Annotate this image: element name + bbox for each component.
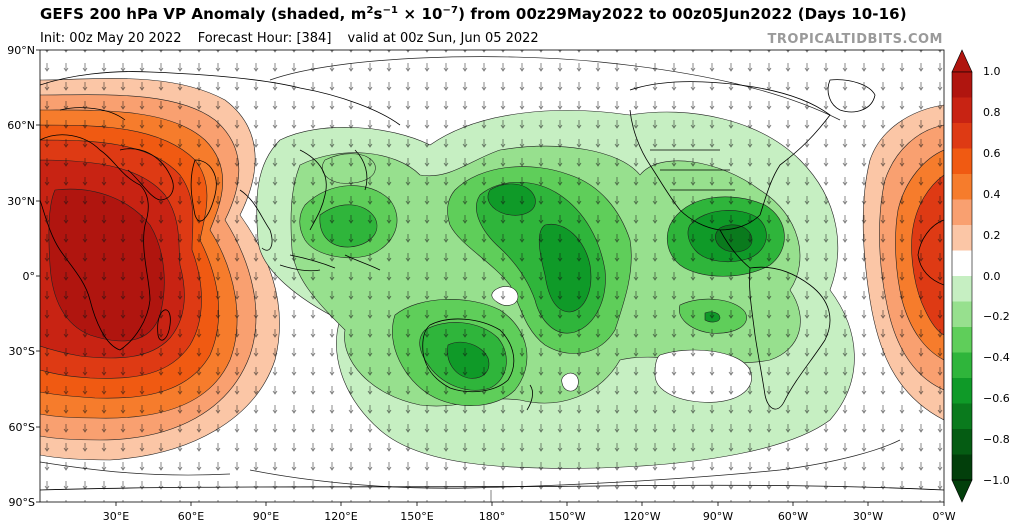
- axis-ticks: [36, 49, 945, 506]
- lat-label: 90°N: [7, 44, 35, 57]
- colorbar-label: −0.6: [983, 392, 1010, 405]
- colorbar-cell: [952, 403, 972, 430]
- colorbar-cell: [952, 148, 972, 175]
- colorbar-cell: [952, 250, 972, 277]
- colorbar-cell: [952, 199, 972, 226]
- forecast-hour: Forecast Hour: [384]: [197, 31, 332, 46]
- lat-label: 60°N: [7, 119, 35, 132]
- chart-title: GEFS 200 hPa VP Anomaly (shaded, m2s−1 ×…: [40, 5, 907, 23]
- colorbar-cell: [952, 327, 972, 353]
- colorbar-cell: [952, 123, 972, 149]
- map-area: [40, 50, 944, 502]
- lon-label: 60°W: [777, 510, 809, 523]
- colorbar-cell: [952, 174, 972, 200]
- lat-label: 90°S: [8, 496, 35, 509]
- lat-label: 30°S: [8, 345, 35, 358]
- colorbar-label: −0.4: [983, 351, 1010, 364]
- colorbar-label: −0.2: [983, 310, 1010, 323]
- lat-label: 30°N: [7, 195, 35, 208]
- lon-label: 90°W: [702, 510, 734, 523]
- lon-label: 150°W: [548, 510, 586, 523]
- colorbar-top-arrow: [951, 49, 973, 73]
- colorbar-cell: [952, 301, 972, 328]
- lon-label: 60°E: [177, 510, 205, 523]
- colorbar-label: 0.4: [983, 188, 1001, 201]
- lat-label: 0°: [22, 270, 36, 283]
- lon-label: 0°W: [932, 510, 956, 523]
- brand-watermark: TROPICALTIDBITS.COM: [767, 32, 943, 47]
- colorbar-label: 0.6: [983, 147, 1001, 160]
- colorbar-cell: [952, 97, 972, 124]
- colorbar-bottom-arrow: [951, 479, 973, 503]
- lon-label: 180°: [478, 510, 506, 523]
- colorbar-cell: [952, 429, 972, 455]
- colorbar-cell: [952, 454, 972, 481]
- colorbar-cell: [952, 72, 972, 98]
- colorbar-cell: [952, 352, 972, 379]
- colorbar: [951, 49, 973, 503]
- colorbar-label: −1.0: [983, 474, 1010, 487]
- colorbar-cell: [952, 378, 972, 404]
- colorbar-label: 0.0: [983, 270, 1001, 283]
- colorbar-label: 0.2: [983, 229, 1001, 242]
- lon-label: 30°E: [102, 510, 130, 523]
- lat-label: 60°S: [8, 421, 35, 434]
- colorbar-label: 0.8: [983, 106, 1001, 119]
- lon-label: 120°W: [623, 510, 661, 523]
- init-time: Init: 00z May 20 2022: [40, 31, 182, 46]
- colorbar-label: −0.8: [983, 433, 1010, 446]
- valid-time: valid at 00z Sun, Jun 05 2022: [347, 31, 539, 46]
- colorbar-label: 1.0: [983, 65, 1001, 78]
- chart-subtitle: Init: 00z May 20 2022 Forecast Hour: [38…: [40, 31, 551, 46]
- lon-label: 120°E: [324, 510, 358, 523]
- colorbar-cell: [952, 276, 972, 302]
- lon-label: 90°E: [252, 510, 280, 523]
- colorbar-cell: [952, 225, 972, 251]
- lon-label: 30°W: [852, 510, 884, 523]
- lon-label: 150°E: [400, 510, 434, 523]
